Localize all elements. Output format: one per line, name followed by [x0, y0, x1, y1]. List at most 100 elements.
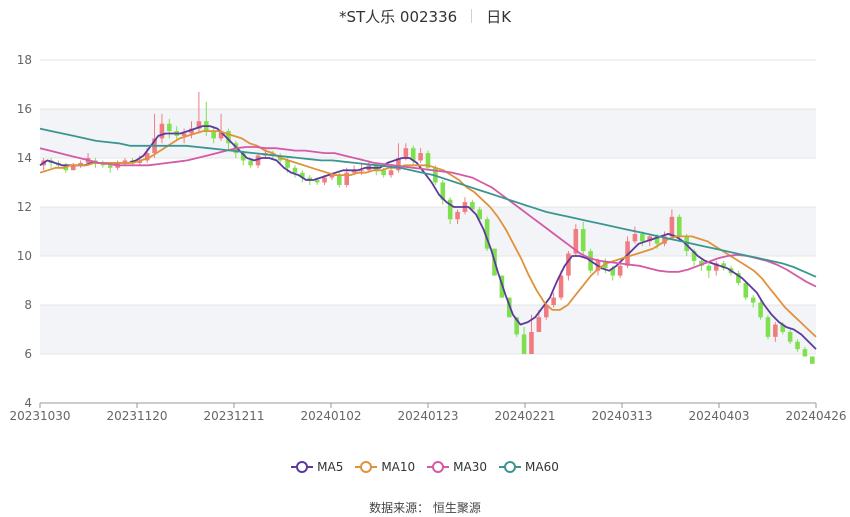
candle-body — [455, 211, 460, 220]
legend-item-ma10[interactable]: MA10 — [355, 460, 415, 474]
y-tick-label: 14 — [17, 151, 32, 165]
candle-body — [713, 263, 719, 271]
candle-body — [573, 229, 579, 254]
candle-body — [211, 131, 216, 139]
candle-body — [144, 153, 150, 161]
candle-body — [676, 216, 682, 237]
candle-body — [706, 265, 712, 271]
candle-body — [514, 317, 519, 335]
candle-body — [632, 233, 638, 242]
y-tick-label: 16 — [17, 102, 32, 116]
legend-marker-icon — [499, 460, 522, 473]
candle-body — [470, 202, 475, 210]
candle-body — [403, 148, 409, 158]
candle-body — [248, 160, 253, 166]
legend-marker-icon — [291, 460, 314, 473]
grid-band — [40, 305, 816, 354]
chart-title: *ST人乐 002336 日K — [0, 6, 850, 27]
candle-body — [307, 177, 313, 181]
candle-body — [691, 251, 697, 261]
legend-item-ma60[interactable]: MA60 — [499, 460, 559, 474]
y-tick-label: 10 — [17, 249, 32, 263]
candle-body — [78, 162, 83, 166]
source-label: 数据来源： — [369, 501, 430, 515]
candle-body — [750, 297, 756, 303]
legend-item-ma5[interactable]: MA5 — [291, 460, 343, 474]
candle-body — [529, 331, 534, 354]
period-label: 日K — [486, 8, 512, 26]
legend-item-ma30[interactable]: MA30 — [427, 460, 487, 474]
candle-body — [122, 160, 128, 163]
candle-body — [802, 349, 808, 357]
source-provider: 恒生聚源 — [432, 501, 481, 515]
candle-body — [440, 182, 446, 200]
candle-body — [773, 324, 778, 337]
candle-body — [285, 160, 290, 168]
candle-body — [617, 265, 623, 276]
legend-marker-icon — [427, 460, 450, 473]
y-tick-label: 8 — [24, 298, 32, 312]
candle-body — [329, 175, 335, 178]
candle-body — [787, 331, 793, 342]
candle-body — [640, 233, 645, 242]
series-line-ma30 — [39, 146, 817, 288]
candle-body — [543, 305, 549, 318]
candle-body — [159, 123, 165, 139]
candle-body — [344, 172, 349, 185]
x-tick-label: 20240221 — [494, 409, 555, 423]
x-tick-label: 20231120 — [106, 409, 167, 423]
candle-body — [780, 324, 786, 332]
candle-body — [196, 121, 202, 129]
candle-body — [410, 148, 416, 161]
stock-name: *ST人乐 002336 — [338, 8, 458, 26]
candle-body — [359, 170, 364, 172]
y-tick-label: 18 — [17, 53, 32, 67]
candle-body — [758, 302, 763, 318]
candle-body — [418, 153, 423, 161]
candle-body — [662, 236, 667, 244]
candle-body — [322, 177, 327, 183]
candlestick-chart: 4 6 8 10 12 14 16 18 20231030 20231120 20231211 202… — [9, 53, 846, 423]
candle-body — [699, 260, 704, 266]
candle-body — [425, 153, 431, 168]
candle-body — [351, 170, 357, 173]
series-line-ma60 — [39, 127, 817, 278]
candle-body — [669, 216, 675, 237]
candle-body — [551, 297, 556, 305]
candle-body — [189, 128, 194, 134]
series-line-ma5 — [39, 125, 817, 350]
legend-label: MA10 — [381, 459, 416, 474]
candle-body — [396, 158, 401, 171]
candle-body — [795, 341, 800, 350]
candle-body — [477, 209, 483, 220]
candle-body — [300, 172, 305, 178]
legend-label: MA5 — [317, 459, 344, 474]
candle-body — [558, 275, 564, 298]
candle-body — [167, 123, 172, 132]
candle-body — [721, 263, 726, 269]
y-tick-label: 12 — [17, 200, 32, 214]
legend-label: MA30 — [453, 459, 488, 474]
candle-body — [314, 180, 320, 183]
candle-body — [218, 131, 224, 139]
x-tick-label: 20240403 — [688, 409, 749, 423]
x-tick-label: 20240102 — [300, 409, 361, 423]
candle-body — [536, 317, 542, 332]
candle-body — [810, 356, 815, 364]
candle-body — [765, 317, 771, 337]
candle-body — [484, 219, 490, 249]
candle-body — [70, 165, 76, 171]
candle-body — [181, 133, 187, 136]
candle-body — [226, 131, 231, 144]
candle-body — [654, 236, 660, 244]
y-tick-label: 6 — [24, 347, 32, 361]
x-tick-label: 20231211 — [203, 409, 264, 423]
candle-body — [388, 170, 394, 176]
candle-body — [647, 236, 653, 242]
title-separator — [471, 9, 473, 23]
candle-body — [255, 155, 261, 166]
candle-body — [107, 165, 113, 168]
candle-body — [292, 167, 298, 173]
grid-band — [40, 207, 816, 256]
candle-body — [447, 199, 453, 220]
